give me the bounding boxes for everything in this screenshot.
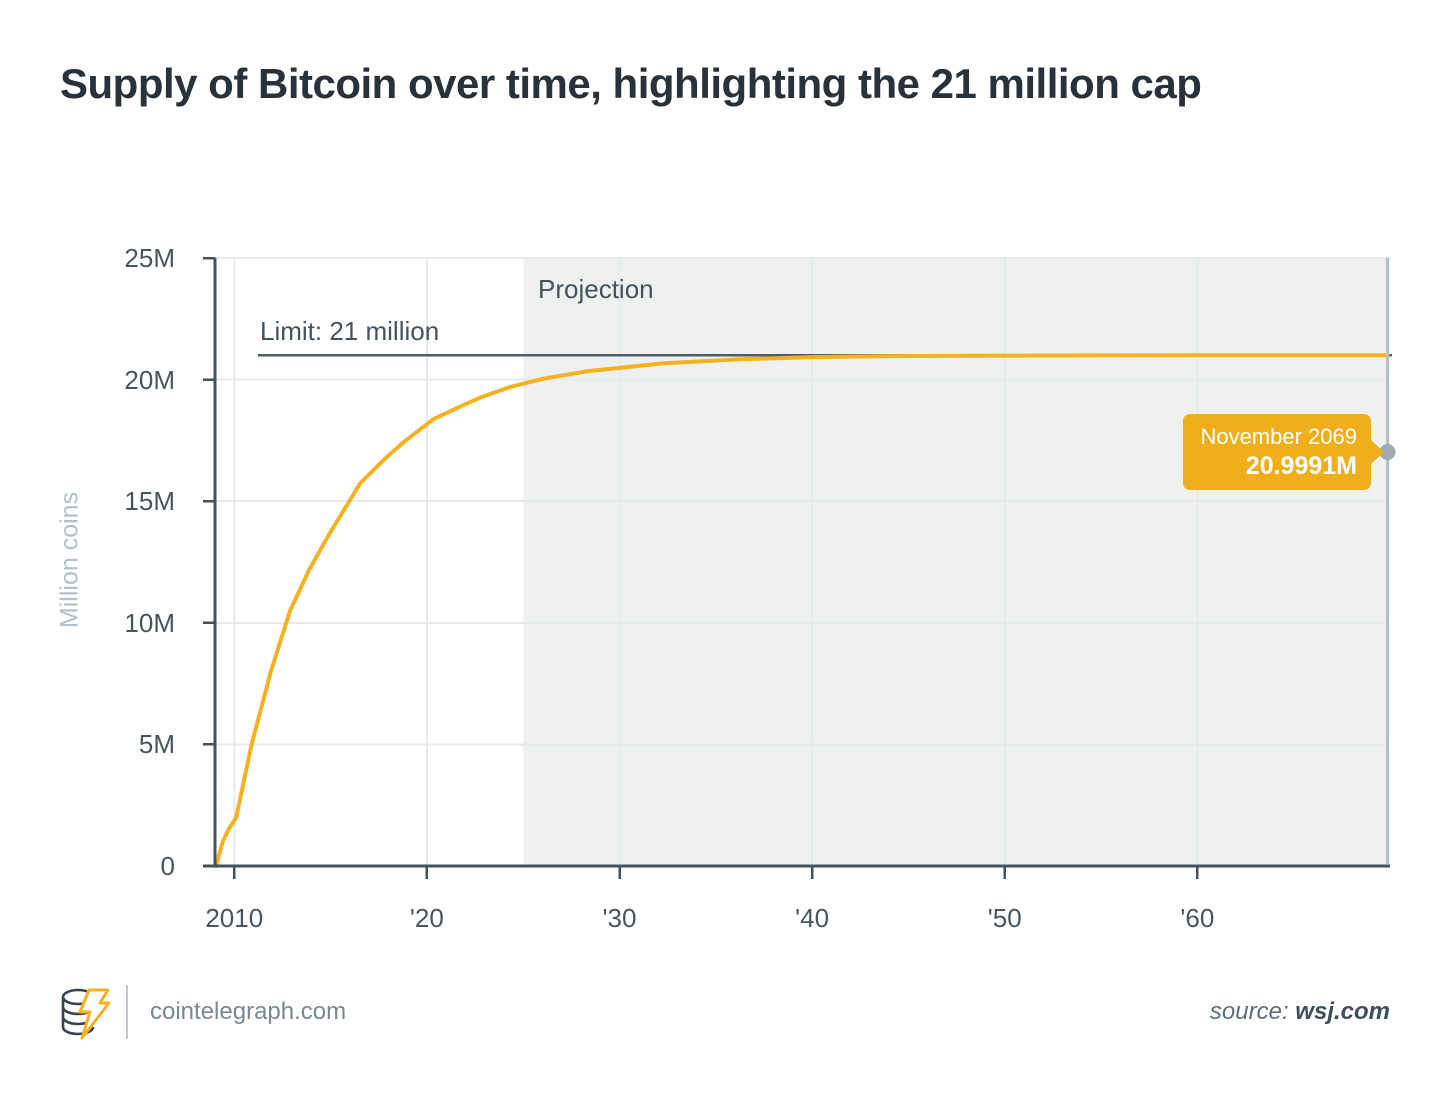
- x-tick-label: '40: [795, 903, 830, 933]
- source-credit: source: wsj.com: [1210, 998, 1390, 1026]
- projection-region: [523, 258, 1390, 866]
- x-tick-label: '30: [602, 903, 637, 933]
- x-tick-label: '50: [987, 903, 1022, 933]
- x-tick-label: '60: [1180, 903, 1215, 933]
- x-tick-label: '20: [409, 903, 444, 933]
- supply-line: [214, 353, 1390, 868]
- x-tick-label: 2010: [205, 903, 264, 933]
- y-tick-label: 15M: [124, 486, 175, 517]
- y-tick-label: 0: [160, 851, 175, 881]
- footer-divider: [126, 985, 128, 1039]
- source-prefix: source:: [1209, 998, 1289, 1025]
- source-name: wsj.com: [1295, 998, 1390, 1025]
- tooltip-value: 20.9991M: [1245, 452, 1357, 480]
- tooltip-pointer-icon: [1371, 440, 1384, 464]
- tooltip: November 2069 20.9991M: [1183, 414, 1384, 490]
- page-title: Supply of Bitcoin over time, highlightin…: [60, 60, 1202, 107]
- y-tick-label: 25M: [124, 243, 175, 273]
- tooltip-date: November 2069: [1200, 424, 1357, 449]
- y-tick-label: 5M: [138, 729, 175, 760]
- y-tick-label: 20M: [124, 364, 175, 395]
- projection-label: Projection: [538, 274, 654, 304]
- cointelegraph-logo-icon: [61, 988, 110, 1040]
- y-tick-label: 10M: [124, 607, 175, 638]
- limit-annotation: Limit: 21 million: [260, 316, 440, 346]
- brand-url: cointelegraph.com: [150, 998, 347, 1025]
